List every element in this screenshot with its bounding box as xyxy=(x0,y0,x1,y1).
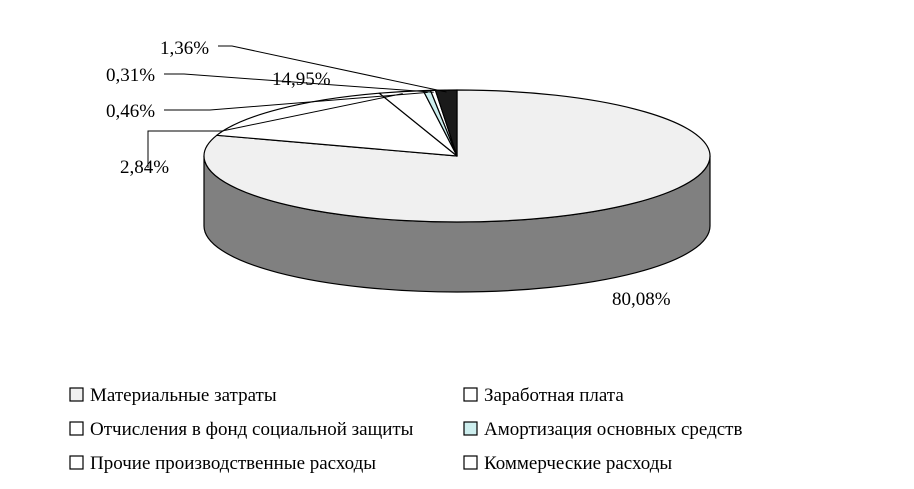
legend-swatch-commercial xyxy=(463,455,478,470)
legend-label-material: Материальные затраты xyxy=(90,385,277,406)
data-label-other: 0,31% xyxy=(106,65,155,86)
leader-lines xyxy=(147,45,447,168)
legend-label-salary: Заработная плата xyxy=(484,385,624,406)
leader-line-other xyxy=(164,73,434,93)
data-label-material: 80,08% xyxy=(612,289,671,310)
leader-line-commercial xyxy=(218,45,447,93)
legend-label-other: Прочие производственные расходы xyxy=(90,453,376,474)
data-labels: 80,08% 14,95% 2,84% 0,46% 0,31% 1,36% xyxy=(106,38,671,310)
legend-swatch-material xyxy=(69,387,84,402)
legend-label-commercial: Коммерческие расходы xyxy=(484,453,672,474)
legend-swatch-social xyxy=(69,421,84,436)
leader-line-amortization xyxy=(164,91,428,111)
legend-label-social: Отчисления в фонд социальной защиты xyxy=(90,419,414,440)
legend-swatch-amortization xyxy=(463,421,478,436)
legend-swatch-other xyxy=(69,455,84,470)
pie-slice-material xyxy=(203,89,711,223)
pie-slice-salary xyxy=(216,92,458,157)
legend-label-amortization: Амортизация основных средств xyxy=(484,419,742,440)
data-label-commercial: 1,36% xyxy=(160,38,209,59)
data-label-salary: 14,95% xyxy=(272,69,331,90)
leader-line-social xyxy=(147,93,403,168)
legend-swatch-salary xyxy=(463,387,478,402)
legend: Материальные затраты Заработная плата От… xyxy=(69,385,742,474)
data-label-social: 2,84% xyxy=(120,157,169,178)
pie-top xyxy=(203,89,711,223)
data-label-amortization: 0,46% xyxy=(106,101,155,122)
pie-slice-commercial xyxy=(434,89,458,157)
